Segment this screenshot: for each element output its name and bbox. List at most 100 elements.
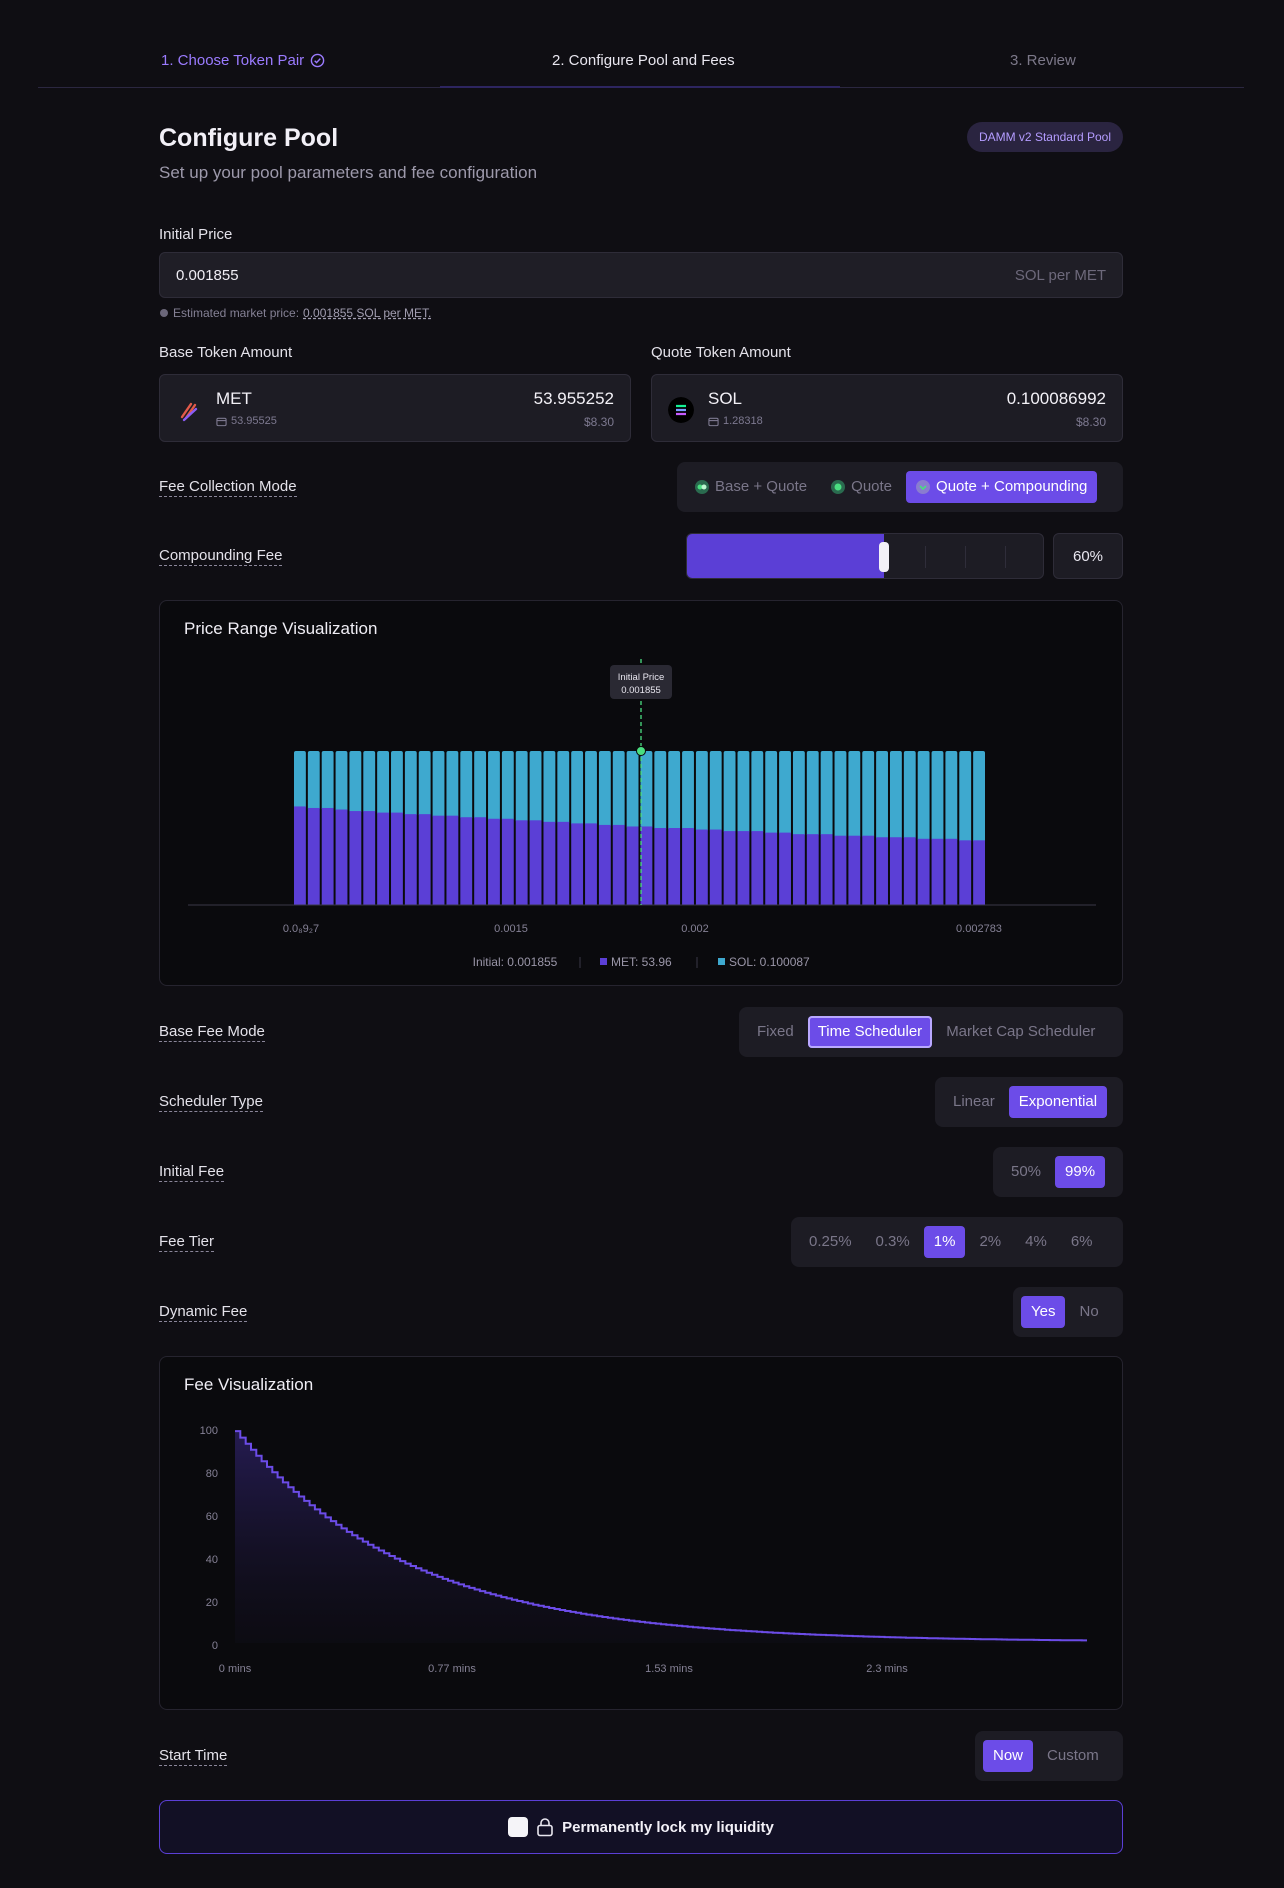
dynamic-fee-no[interactable]: No bbox=[1079, 1303, 1099, 1320]
initial-price-marker bbox=[636, 746, 646, 756]
dynamic-fee-yes[interactable]: Yes bbox=[1021, 1296, 1066, 1328]
lock-liquidity-option[interactable]: Permanently lock my liquidity bbox=[159, 1800, 1123, 1854]
fee-mode-quote-compounding-label: Quote + Compounding bbox=[936, 478, 1088, 495]
base-fee-fixed[interactable]: Fixed bbox=[757, 1023, 794, 1040]
sol-bar bbox=[585, 751, 597, 826]
sol-bar bbox=[598, 751, 611, 827]
scheduler-exponential[interactable]: Exponential bbox=[1008, 1086, 1108, 1118]
y-tick-label: 80 bbox=[206, 1468, 218, 1480]
met-bar bbox=[432, 815, 445, 905]
sol-bar bbox=[418, 751, 431, 817]
info-icon bbox=[160, 309, 168, 317]
wallet-icon bbox=[708, 417, 719, 426]
step1-label: 1. Choose Token Pair bbox=[161, 52, 305, 69]
wallet-icon bbox=[216, 417, 227, 426]
sol-bar bbox=[737, 751, 750, 834]
compounding-icon bbox=[916, 480, 931, 494]
legend-sol: SOL: 0.100087 bbox=[729, 955, 810, 969]
sol-bar bbox=[612, 751, 625, 827]
sol-bar bbox=[723, 751, 736, 834]
met-bar bbox=[876, 837, 888, 905]
x-tick-label: 0.002783 bbox=[956, 923, 1002, 935]
met-bar bbox=[349, 811, 362, 905]
met-bar bbox=[862, 835, 875, 905]
sol-bar bbox=[404, 751, 417, 817]
scheduler-linear[interactable]: Linear bbox=[953, 1093, 995, 1110]
initial-fee-label: Initial Fee bbox=[159, 1163, 225, 1182]
sol-bar bbox=[792, 751, 805, 837]
fee-mode-base-quote[interactable]: Base + Quote bbox=[685, 471, 817, 503]
base-balance-value: 53.95525 bbox=[231, 415, 277, 427]
sol-bar bbox=[917, 751, 930, 841]
met-bar bbox=[945, 838, 958, 905]
step-choose-token-pair[interactable]: 1. Choose Token Pair bbox=[161, 52, 325, 69]
sol-bar bbox=[973, 751, 985, 843]
quote-token-input[interactable]: SOL 1.28318 0.100086992 $8.30 bbox=[651, 374, 1123, 442]
sol-bar bbox=[515, 751, 528, 823]
met-bar bbox=[779, 832, 791, 905]
fee-tier-1[interactable]: 1% bbox=[923, 1226, 966, 1258]
met-bar bbox=[792, 834, 805, 905]
sol-bar bbox=[945, 751, 958, 841]
fee-collection-mode-selector: Base + Quote Quote Quote + Compounding bbox=[677, 462, 1123, 512]
fee-tier-0-3[interactable]: 0.3% bbox=[875, 1233, 910, 1250]
compounding-fee-handle[interactable] bbox=[878, 542, 889, 572]
initial-fee-99[interactable]: 99% bbox=[1055, 1156, 1106, 1188]
met-bar bbox=[571, 823, 584, 905]
base-token-balance: 53.95525 bbox=[216, 415, 277, 427]
initial-price-label: Initial Price bbox=[159, 226, 233, 243]
slider-tick bbox=[965, 546, 966, 568]
met-token-logo bbox=[180, 402, 198, 422]
sol-bar bbox=[335, 751, 348, 812]
fee-mode-quote-compounding[interactable]: Quote + Compounding bbox=[906, 471, 1098, 503]
sol-bar bbox=[848, 751, 861, 838]
scheduler-type-selector: Linear Exponential bbox=[935, 1077, 1123, 1127]
fee-mode-quote[interactable]: Quote bbox=[821, 471, 902, 503]
quote-balance-value: 1.28318 bbox=[723, 415, 763, 427]
met-bar bbox=[307, 807, 320, 905]
fee-tier-label: Fee Tier bbox=[159, 1233, 215, 1252]
base-fee-market-cap-scheduler[interactable]: Market Cap Scheduler bbox=[946, 1023, 1096, 1040]
base-fee-time-scheduler[interactable]: Time Scheduler bbox=[807, 1016, 933, 1048]
met-bar bbox=[695, 829, 708, 905]
y-tick-label: 0 bbox=[212, 1640, 218, 1652]
dynamic-fee-selector: Yes No bbox=[1013, 1287, 1123, 1337]
sol-bar bbox=[820, 751, 833, 837]
x-tick-label: 0.77 mins bbox=[428, 1663, 476, 1675]
start-time-now[interactable]: Now bbox=[983, 1740, 1034, 1772]
compounding-fee-slider[interactable] bbox=[686, 533, 1044, 579]
compounding-fee-value[interactable]: 60% bbox=[1053, 533, 1123, 579]
sol-bar bbox=[695, 751, 708, 832]
step-review[interactable]: 3. Review bbox=[1010, 52, 1076, 69]
fee-tier-2[interactable]: 2% bbox=[979, 1233, 1002, 1250]
price-range-title: Price Range Visualization bbox=[184, 619, 378, 638]
initial-fee-selector: 50% 99% bbox=[993, 1147, 1123, 1197]
sol-bar bbox=[889, 751, 902, 840]
met-bar bbox=[529, 820, 542, 905]
met-bar bbox=[598, 824, 611, 905]
x-tick-label: 0 mins bbox=[219, 1663, 252, 1675]
fee-tier-0-25[interactable]: 0.25% bbox=[809, 1233, 852, 1250]
start-time-custom[interactable]: Custom bbox=[1047, 1747, 1099, 1764]
sol-bar bbox=[876, 751, 888, 840]
lock-liquidity-checkbox[interactable] bbox=[508, 1817, 529, 1837]
sol-bar bbox=[959, 751, 972, 843]
hint-prefix: Estimated market price: bbox=[173, 306, 300, 320]
base-token-input[interactable]: MET 53.95525 53.955252 $8.30 bbox=[159, 374, 631, 442]
met-bar bbox=[418, 814, 431, 905]
met-bar bbox=[391, 812, 403, 905]
sol-bar bbox=[765, 751, 778, 835]
step-configure-pool[interactable]: 2. Configure Pool and Fees bbox=[552, 52, 735, 69]
met-bar bbox=[806, 834, 819, 905]
sol-bar bbox=[931, 751, 944, 841]
base-quote-icon bbox=[695, 480, 709, 494]
fee-tier-4[interactable]: 4% bbox=[1025, 1233, 1047, 1250]
met-bar bbox=[917, 838, 930, 905]
market-price-link[interactable]: 0.001855 SOL per MET. bbox=[303, 306, 432, 320]
met-bar bbox=[377, 812, 390, 905]
met-bar bbox=[404, 814, 417, 905]
met-bar bbox=[682, 828, 694, 905]
initial-price-input[interactable]: 0.001855 SOL per MET bbox=[159, 252, 1123, 298]
fee-tier-6[interactable]: 6% bbox=[1070, 1233, 1093, 1250]
initial-fee-50[interactable]: 50% bbox=[1011, 1163, 1042, 1180]
